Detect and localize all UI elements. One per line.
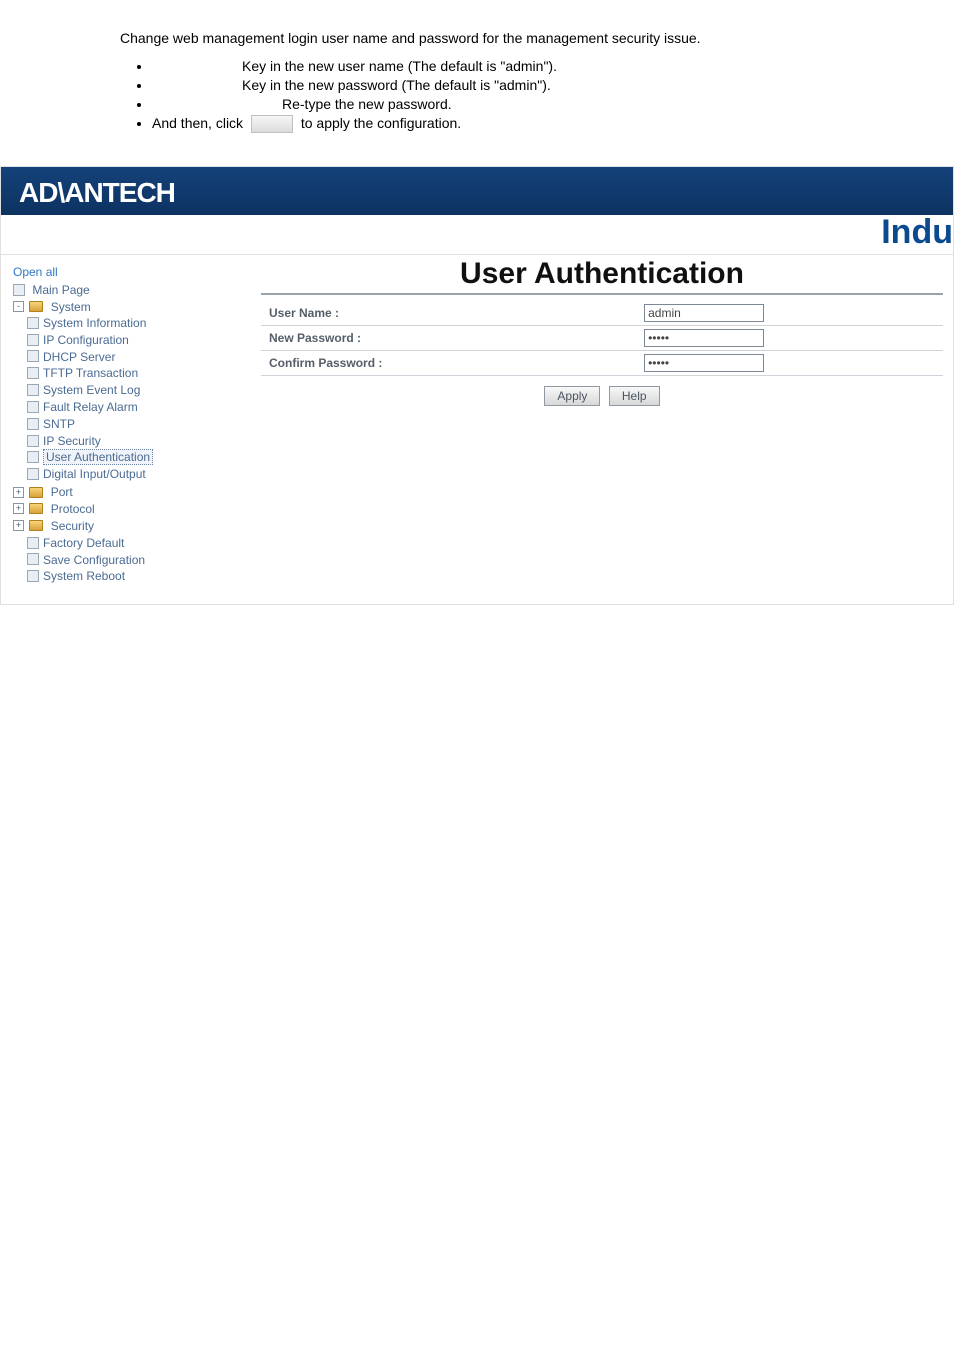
- page-icon: [27, 401, 39, 413]
- nav-ip-security[interactable]: IP Security: [27, 432, 223, 449]
- page-icon: [27, 317, 39, 329]
- open-all-link[interactable]: Open all: [13, 265, 223, 279]
- brand-logo: AD\ANTECH: [19, 177, 935, 209]
- page-icon: [27, 537, 39, 549]
- page-icon: [27, 435, 39, 447]
- row-new-password: New Password :: [261, 326, 943, 351]
- expand-icon[interactable]: +: [13, 487, 24, 498]
- nav-tftp-transaction[interactable]: TFTP Transaction: [27, 364, 223, 381]
- help-button[interactable]: Help: [609, 386, 660, 406]
- apply-button[interactable]: Apply: [544, 386, 600, 406]
- folder-icon: [29, 301, 43, 312]
- button-row: Apply Help: [261, 386, 943, 406]
- page-icon: [27, 367, 39, 379]
- brand-bar: AD\ANTECH: [1, 167, 953, 215]
- folder-icon: [29, 520, 43, 531]
- apply-button-doc: [251, 115, 293, 133]
- nav-factory-default[interactable]: Factory Default: [13, 534, 223, 551]
- expand-icon[interactable]: +: [13, 520, 24, 531]
- nav-system-event-log[interactable]: System Event Log: [27, 381, 223, 398]
- page-title: User Authentication: [261, 257, 943, 295]
- nav-fault-relay-alarm[interactable]: Fault Relay Alarm: [27, 398, 223, 415]
- collapse-icon[interactable]: -: [13, 301, 24, 312]
- app-shell: AD\ANTECH Indu Open all Main Page - Syst…: [0, 166, 954, 605]
- label-username: User Name :: [261, 301, 636, 326]
- doc-bullet-2: Key in the new password (The default is …: [152, 77, 914, 93]
- content-row: Open all Main Page - System System Infor…: [1, 255, 953, 604]
- doc-bullet-1: Key in the new user name (The default is…: [152, 58, 914, 74]
- input-username[interactable]: [644, 304, 764, 322]
- nav-save-configuration[interactable]: Save Configuration: [13, 551, 223, 568]
- page-icon: [27, 384, 39, 396]
- doc-section: Change web management login user name an…: [0, 0, 954, 166]
- folder-icon: [29, 487, 43, 498]
- sub-bar: Indu: [1, 215, 953, 255]
- doc-intro: Change web management login user name an…: [120, 30, 914, 46]
- nav-system[interactable]: - System System Information IP Configura…: [13, 298, 223, 483]
- page-icon: [27, 451, 39, 463]
- nav-system-reboot[interactable]: System Reboot: [13, 567, 223, 584]
- input-confirm-password[interactable]: [644, 354, 764, 372]
- row-confirm-password: Confirm Password :: [261, 351, 943, 376]
- nav-user-authentication[interactable]: User Authentication: [27, 449, 223, 466]
- nav-security[interactable]: + Security: [13, 517, 223, 534]
- page-icon: [13, 284, 25, 296]
- expand-icon[interactable]: +: [13, 503, 24, 514]
- nav-port[interactable]: + Port: [13, 483, 223, 500]
- nav-sntp[interactable]: SNTP: [27, 415, 223, 432]
- page-icon: [27, 468, 39, 480]
- nav-dhcp-server[interactable]: DHCP Server: [27, 348, 223, 365]
- nav-main-page[interactable]: Main Page: [13, 281, 223, 298]
- main-content: User Authentication User Name : New Pass…: [231, 255, 953, 436]
- nav-protocol[interactable]: + Protocol: [13, 500, 223, 517]
- label-confirm-password: Confirm Password :: [261, 351, 636, 376]
- nav-system-information[interactable]: System Information: [27, 314, 223, 331]
- sidebar: Open all Main Page - System System Infor…: [1, 255, 231, 604]
- doc-bullets: Key in the new user name (The default is…: [120, 58, 914, 133]
- doc-bullet-4: And then, click to apply the configurati…: [152, 115, 914, 133]
- page-icon: [27, 570, 39, 582]
- tagline: Indu: [881, 213, 953, 252]
- page-icon: [27, 418, 39, 430]
- row-username: User Name :: [261, 301, 943, 326]
- folder-icon: [29, 503, 43, 514]
- page-icon: [27, 553, 39, 565]
- nav-digital-io[interactable]: Digital Input/Output: [27, 465, 223, 482]
- auth-form-table: User Name : New Password : Confirm Passw…: [261, 301, 943, 376]
- page-icon: [27, 350, 39, 362]
- label-new-password: New Password :: [261, 326, 636, 351]
- doc-bullet-3: Re-type the new password.: [152, 96, 914, 112]
- page-icon: [27, 334, 39, 346]
- input-new-password[interactable]: [644, 329, 764, 347]
- nav-ip-configuration[interactable]: IP Configuration: [27, 331, 223, 348]
